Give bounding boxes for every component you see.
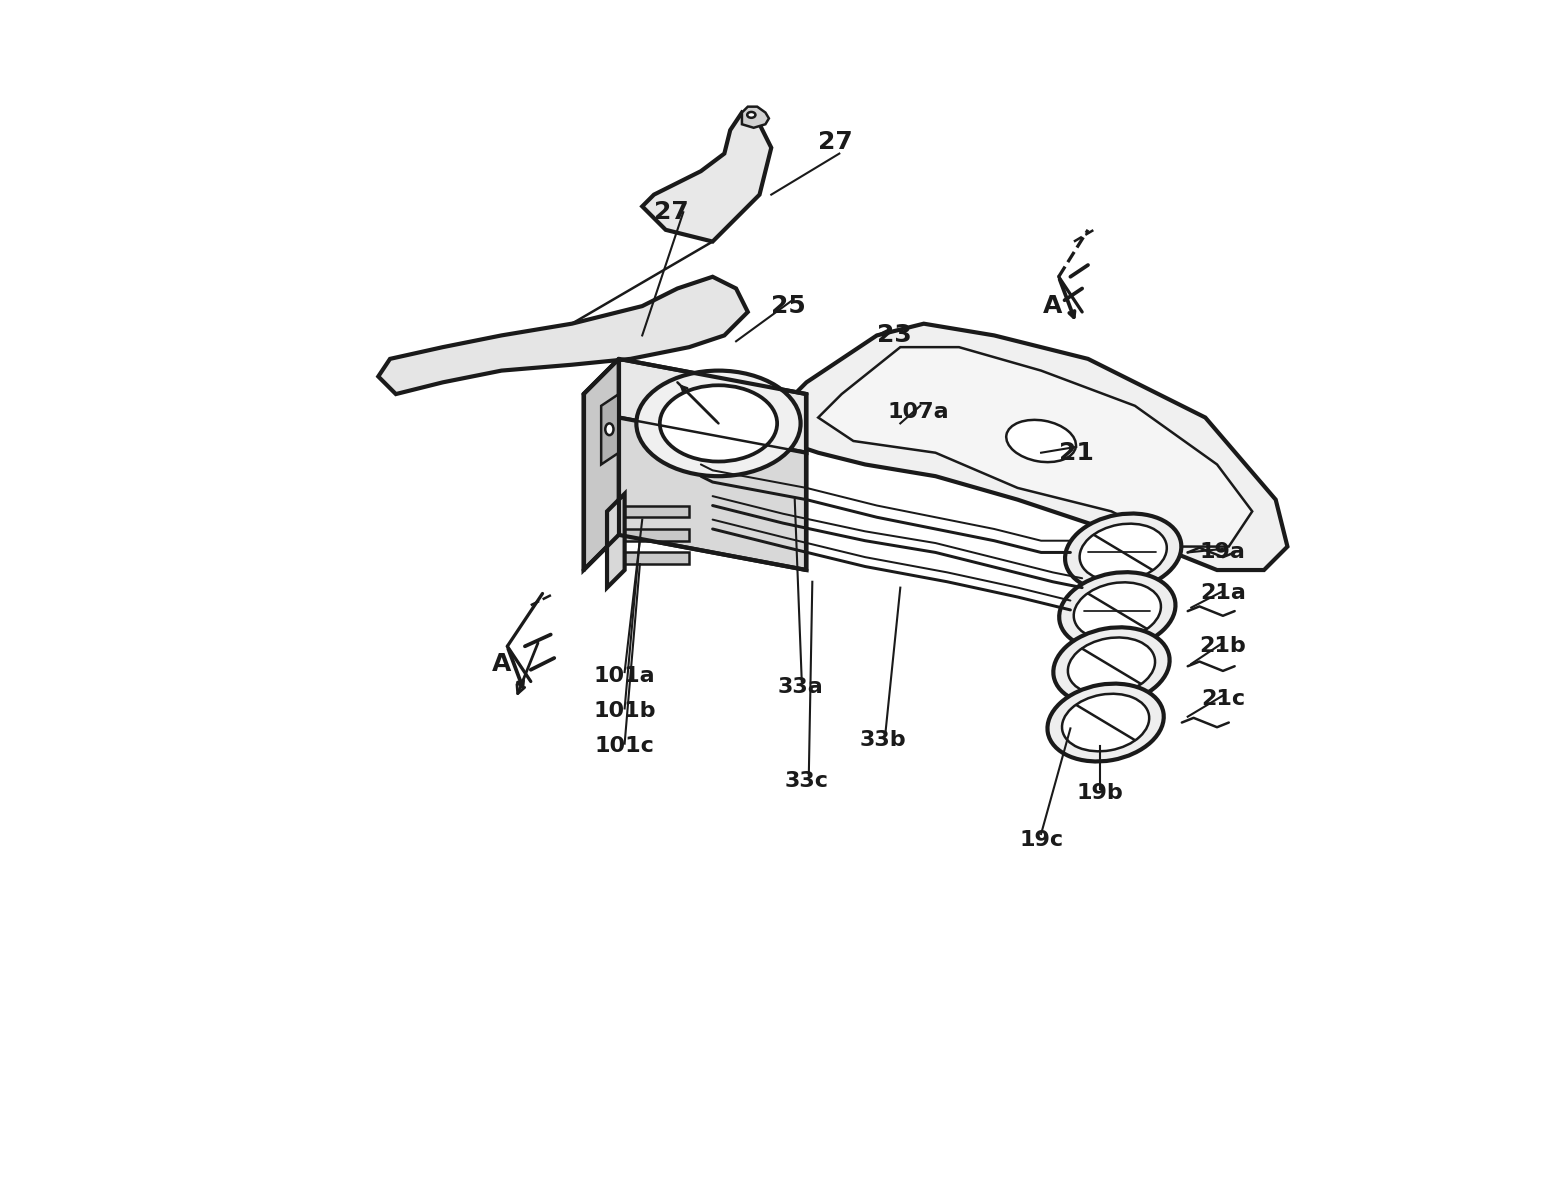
Text: 19c: 19c [1019, 830, 1063, 850]
Polygon shape [817, 347, 1253, 546]
Text: 33b: 33b [860, 730, 907, 750]
Text: 27: 27 [819, 129, 853, 154]
Text: A: A [492, 652, 511, 675]
Ellipse shape [1059, 572, 1176, 650]
Text: A: A [1043, 294, 1062, 318]
Polygon shape [601, 394, 619, 464]
Text: 21a: 21a [1200, 584, 1247, 603]
Polygon shape [742, 107, 769, 128]
Ellipse shape [1007, 420, 1076, 462]
Polygon shape [625, 529, 689, 541]
Text: 21c: 21c [1201, 690, 1245, 709]
Ellipse shape [1062, 693, 1149, 751]
Text: 19a: 19a [1200, 542, 1247, 563]
Ellipse shape [1065, 514, 1181, 591]
Ellipse shape [1079, 523, 1167, 582]
Polygon shape [625, 506, 689, 518]
Polygon shape [619, 358, 806, 452]
Polygon shape [379, 277, 749, 394]
Ellipse shape [1054, 627, 1170, 705]
Ellipse shape [636, 370, 800, 476]
Polygon shape [584, 358, 619, 570]
Ellipse shape [1048, 684, 1164, 761]
Polygon shape [608, 494, 625, 588]
Polygon shape [619, 418, 806, 570]
Text: 33a: 33a [778, 678, 824, 697]
Ellipse shape [1068, 637, 1156, 696]
Text: 27: 27 [655, 201, 689, 224]
Text: 23: 23 [877, 323, 911, 348]
Text: 33c: 33c [785, 772, 828, 792]
Text: 101a: 101a [594, 666, 656, 686]
Ellipse shape [606, 424, 614, 436]
Ellipse shape [659, 386, 777, 462]
Text: 19b: 19b [1076, 783, 1123, 802]
Polygon shape [625, 552, 689, 564]
Text: 101b: 101b [594, 700, 656, 721]
Ellipse shape [747, 112, 755, 118]
Text: 25: 25 [772, 294, 806, 318]
Text: 101c: 101c [595, 736, 655, 756]
Text: 107a: 107a [886, 401, 949, 421]
Text: 21b: 21b [1200, 636, 1247, 656]
Text: 21: 21 [1059, 440, 1093, 465]
Ellipse shape [1074, 583, 1160, 640]
Polygon shape [772, 324, 1287, 570]
Polygon shape [642, 113, 772, 242]
